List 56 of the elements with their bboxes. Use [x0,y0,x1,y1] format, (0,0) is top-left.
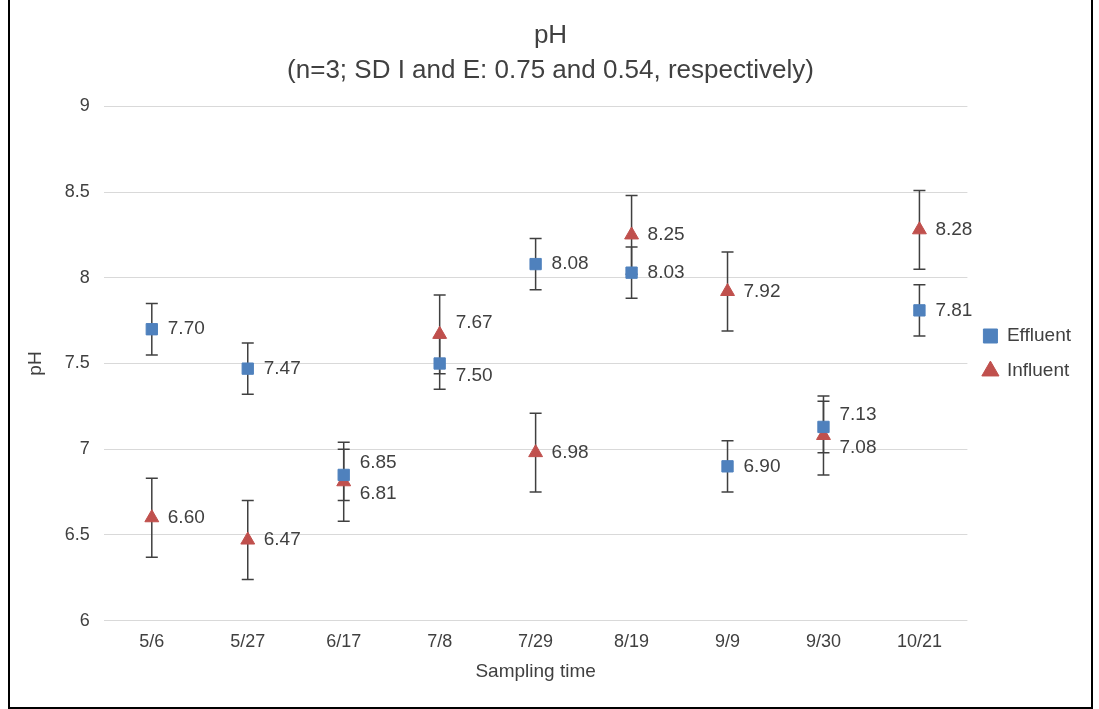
x-tick-label: 9/9 [715,631,741,652]
x-tick-label: 5/27 [230,631,266,652]
y-tick-label: 8 [79,266,90,287]
point [624,226,639,240]
data-label: 7.81 [935,298,973,320]
data-label: 8.25 [647,223,685,245]
point [241,362,254,375]
x-tick-label: 8/19 [614,631,650,652]
data-label: 6.60 [167,505,205,527]
data-label: 6.81 [359,482,397,503]
y-tick-label: 8.5 [64,181,90,202]
data-label: 7.08 [839,435,877,457]
y-tick-label: 7.5 [64,352,90,373]
legend-label: Influent [1006,359,1070,381]
y-axis-title: pH [23,351,45,376]
point [912,221,927,235]
point [721,460,734,473]
point [432,325,448,339]
data-label: 7.50 [455,363,493,385]
x-tick-label: 5/6 [139,631,165,652]
data-label: 6.47 [263,528,301,550]
point [337,468,350,482]
y-tick-label: 7 [79,438,90,459]
point [817,420,830,434]
data-label: 7.67 [455,310,493,332]
chart-title: pH [533,18,568,49]
data-label: 6.85 [359,451,397,473]
data-label: 8.28 [935,218,973,240]
point [240,531,256,545]
x-tick-label: 7/29 [518,631,554,652]
data-label: 6.90 [743,454,781,476]
point [625,266,638,279]
x-axis-title: Sampling time [475,659,596,681]
x-tick-label: 10/21 [896,631,942,652]
data-label: 7.47 [263,356,301,378]
point [144,509,160,523]
chart-subtitle: (n=3; SD I and E: 0.75 and 0.54, respectively) [287,53,814,84]
x-tick-label: 9/30 [805,631,841,652]
point [528,444,544,458]
point [433,357,446,370]
legend-label: Effluent [1006,324,1072,346]
data-label: 8.08 [551,252,589,274]
y-tick-label: 9 [79,95,90,116]
point [720,283,735,297]
x-tick-label: 6/17 [326,631,362,652]
data-label: 7.92 [743,279,781,301]
data-label: 7.70 [167,317,205,339]
point [529,257,542,271]
x-tick-label: 7/8 [427,631,453,652]
point [145,323,158,336]
data-label: 6.98 [551,440,589,462]
data-label: 7.13 [839,403,877,425]
point [913,304,926,317]
y-tick-label: 6.5 [64,523,90,544]
data-label: 8.03 [647,260,685,282]
y-tick-label: 6 [79,609,90,630]
